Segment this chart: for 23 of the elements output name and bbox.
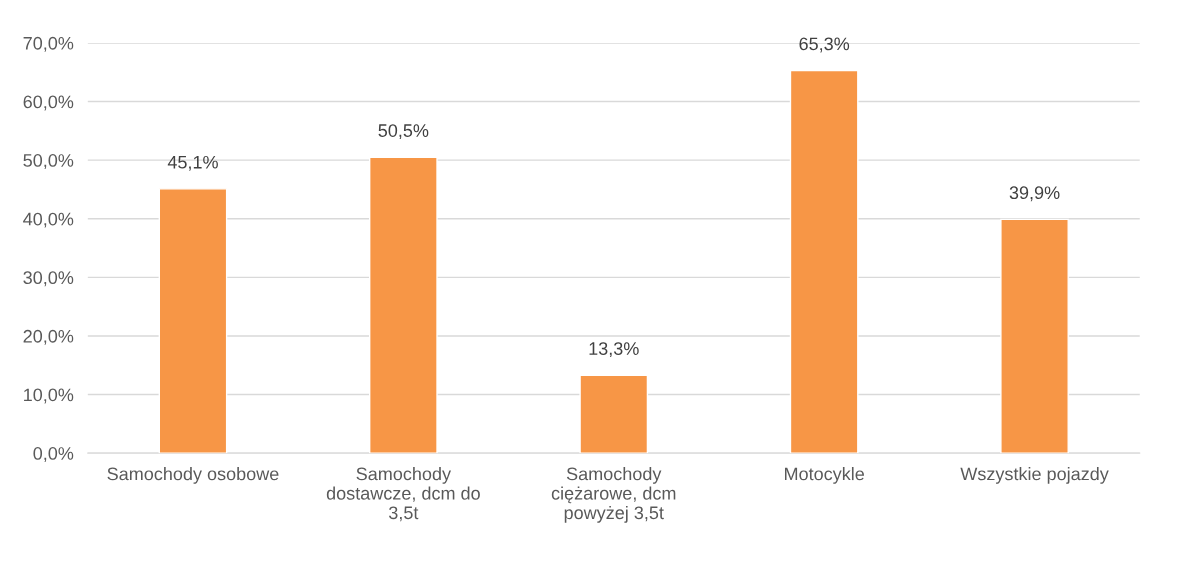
bar	[1000, 218, 1069, 454]
bar	[369, 156, 438, 454]
bar	[789, 69, 859, 454]
x-tick-label: Motocykle	[785, 467, 864, 484]
x-tick-label: Wszystkie pojazdy	[960, 467, 1109, 484]
data-label: 50,5%	[378, 124, 429, 140]
data-label: 39,9%	[1009, 186, 1060, 202]
data-label: 13,3%	[589, 342, 639, 358]
y-tick-label: 0,0%	[33, 447, 74, 462]
y-tick-label: 50,0%	[23, 154, 74, 169]
x-tick-label: Samochody osobowe	[107, 467, 279, 484]
data-label: 65,3%	[799, 37, 850, 53]
bar	[158, 188, 228, 454]
y-tick-label: 60,0%	[23, 95, 74, 111]
y-tick-label: 40,0%	[23, 212, 74, 228]
y-tick-label: 10,0%	[24, 388, 74, 404]
x-tick-label: Samochody dostawcze, dcm do 3,5t	[326, 467, 480, 522]
y-tick-label: 70,0%	[23, 36, 74, 52]
y-tick-label: 20,0%	[23, 329, 74, 345]
y-tick-label: 30,0%	[23, 271, 74, 287]
data-label: 45,1%	[167, 155, 218, 171]
bar	[579, 374, 649, 454]
x-tick-label: Samochody ciężarowe, dcm powyżej 3,5t	[551, 467, 676, 523]
